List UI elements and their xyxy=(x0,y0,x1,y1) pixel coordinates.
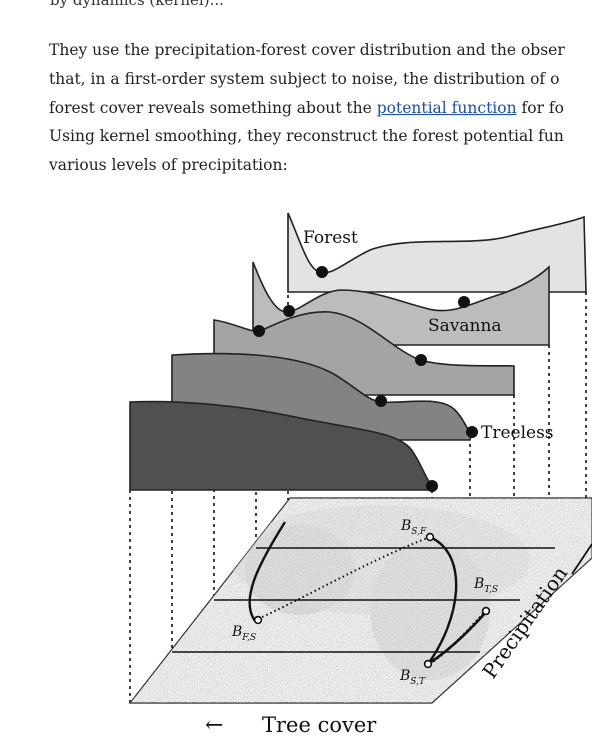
bifurcation-point-ts xyxy=(483,608,490,615)
layer3-forest-ball xyxy=(253,325,265,337)
tree-cover-axis-label: Tree cover xyxy=(262,713,377,736)
tree-cover-arrow-icon: ← xyxy=(205,713,223,736)
forest-state-ball xyxy=(316,266,328,278)
savanna-label: Savanna xyxy=(428,316,502,336)
base-plane xyxy=(130,498,592,703)
layer3-savanna-ball xyxy=(415,354,427,366)
forest-label: Forest xyxy=(303,228,358,248)
layer4-savanna-ball xyxy=(375,395,387,407)
layer5-treeless-ball xyxy=(426,480,438,492)
treeless-label: Treeless xyxy=(481,423,554,443)
bifurcation-point-fs xyxy=(255,617,262,624)
bifurcation-point-sf xyxy=(427,534,434,541)
treeless-state-ball xyxy=(466,426,478,438)
bifurcation-point-st xyxy=(425,661,432,668)
savanna-state-ball xyxy=(458,296,470,308)
layer2-forest-ball xyxy=(283,305,295,317)
